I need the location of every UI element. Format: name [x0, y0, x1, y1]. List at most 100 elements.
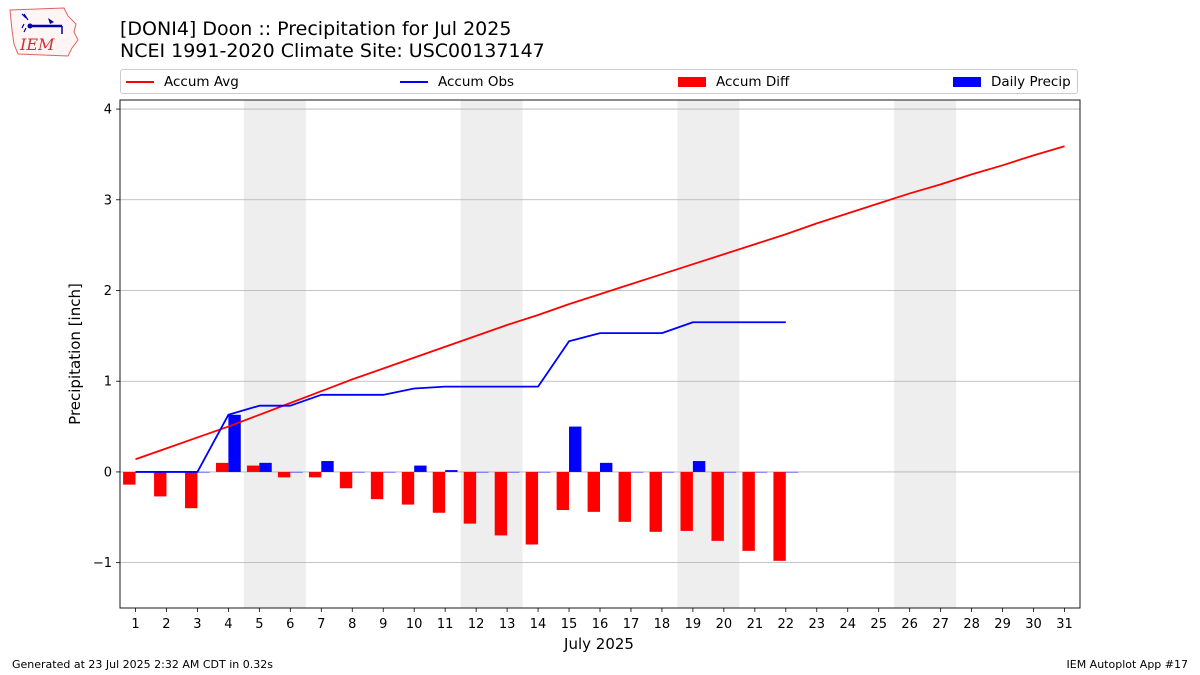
daily-precip-bar	[352, 471, 365, 473]
legend-item-accum-diff: Accum Diff	[678, 73, 789, 91]
y-tick-label: 3	[104, 193, 112, 208]
legend-item-accum-avg: Accum Avg	[126, 73, 239, 91]
x-tick-label: 27	[932, 617, 949, 632]
y-tick-label: −1	[93, 556, 112, 571]
legend-item-accum-obs: Accum Obs	[400, 73, 514, 91]
y-tick-label: 1	[104, 375, 112, 390]
legend-swatch-daily-precip	[953, 77, 981, 87]
daily-precip-bar	[600, 462, 613, 472]
daily-precip-bar	[507, 471, 520, 473]
x-tick-label: 9	[379, 617, 387, 632]
accum-diff-bar	[308, 471, 322, 478]
daily-precip-bar	[723, 471, 737, 473]
legend-swatch-accum-avg	[126, 81, 154, 83]
chart-legend: Accum Avg Accum Obs Accum Diff Daily Pre…	[120, 69, 1078, 94]
accum-diff-bar	[680, 471, 693, 531]
y-tick-label: 2	[104, 284, 112, 299]
accum-diff-bar	[494, 471, 508, 536]
accum-diff-bar	[773, 471, 786, 561]
legend-label-accum-avg: Accum Avg	[164, 74, 239, 90]
accum-diff-bar	[277, 471, 291, 478]
accum-diff-bar	[401, 471, 415, 505]
accum-diff-bar	[463, 471, 477, 524]
x-tick-label: 26	[901, 617, 918, 632]
weekend-shade	[677, 100, 740, 608]
x-tick-label: 7	[317, 617, 325, 632]
x-tick-label: 23	[809, 617, 826, 632]
legend-swatch-accum-diff	[678, 77, 706, 87]
x-tick-label: 20	[716, 617, 733, 632]
daily-precip-bar	[321, 461, 334, 472]
x-tick-label: 1	[131, 617, 139, 632]
x-tick-label: 16	[592, 617, 609, 632]
accum-diff-bar	[154, 471, 167, 497]
accum-diff-bar	[556, 471, 570, 511]
accum-diff-bar	[618, 471, 631, 522]
daily-precip-bar	[228, 414, 241, 472]
daily-precip-bar	[661, 471, 675, 473]
weekend-shade	[894, 100, 957, 608]
weekend-shade	[243, 100, 306, 608]
accum-diff-bar	[216, 462, 229, 472]
svg-text:IEM: IEM	[19, 35, 55, 54]
x-tick-label: 18	[654, 617, 671, 632]
x-tick-label: 6	[286, 617, 294, 632]
daily-precip-bar	[569, 426, 582, 472]
x-tick-label: 2	[162, 617, 170, 632]
accum-obs-line	[135, 321, 786, 473]
x-tick-label: 11	[437, 617, 454, 632]
app-credit: IEM Autoplot App #17	[1066, 658, 1189, 671]
x-tick-label: 22	[778, 617, 795, 632]
daily-precip-bar	[630, 471, 644, 473]
accum-diff-bar	[587, 471, 600, 512]
accum-diff-bar	[525, 471, 539, 545]
daily-precip-bar	[383, 471, 396, 473]
accum-diff-bar	[742, 471, 755, 551]
x-tick-label: 31	[1056, 617, 1073, 632]
daily-precip-bar	[692, 461, 706, 472]
accum-diff-bar	[339, 471, 353, 489]
daily-precip-bar	[259, 462, 272, 472]
chart-title: [DONI4] Doon :: Precipitation for Jul 20…	[120, 18, 512, 40]
accum-diff-bar	[185, 471, 198, 509]
x-tick-label: 3	[193, 617, 201, 632]
daily-precip-bar	[785, 471, 799, 473]
iem-logo: IEM	[8, 4, 82, 60]
x-tick-label: 10	[406, 617, 423, 632]
y-axis-label: Precipitation [inch]	[66, 283, 84, 425]
daily-precip-bar	[754, 471, 768, 473]
accum-diff-bar	[711, 471, 724, 541]
x-tick-label: 17	[623, 617, 640, 632]
x-tick-label: 21	[747, 617, 764, 632]
x-tick-label: 29	[994, 617, 1011, 632]
x-tick-label: 30	[1025, 617, 1042, 632]
legend-label-accum-obs: Accum Obs	[438, 74, 515, 90]
legend-swatch-accum-obs	[400, 81, 428, 83]
daily-precip-bar	[290, 471, 303, 473]
weekend-shade	[460, 100, 523, 608]
accum-avg-line	[135, 145, 1065, 461]
daily-precip-bar	[197, 471, 210, 473]
x-tick-label: 13	[499, 617, 516, 632]
legend-label-accum-diff: Accum Diff	[716, 74, 790, 90]
x-tick-label: 19	[685, 617, 702, 632]
daily-precip-bar	[538, 471, 551, 473]
plot-frame	[119, 99, 1081, 609]
legend-item-daily-precip: Daily Precip	[953, 73, 1071, 91]
accum-diff-bar	[649, 471, 662, 532]
x-axis-label: July 2025	[563, 635, 634, 653]
accum-diff-bar	[123, 471, 136, 485]
x-tick-label: 15	[561, 617, 578, 632]
x-tick-label: 12	[468, 617, 485, 632]
x-tick-label: 5	[255, 617, 263, 632]
generated-timestamp: Generated at 23 Jul 2025 2:32 AM CDT in …	[12, 658, 273, 671]
x-tick-label: 4	[224, 617, 232, 632]
accum-diff-bar	[432, 471, 446, 513]
accum-diff-bar	[246, 465, 260, 472]
chart-subtitle: NCEI 1991-2020 Climate Site: USC00137147	[120, 40, 545, 62]
accum-diff-bar	[370, 471, 384, 500]
legend-label-daily-precip: Daily Precip	[991, 74, 1071, 90]
daily-precip-bar	[414, 465, 427, 472]
y-tick-label: 0	[104, 465, 112, 480]
